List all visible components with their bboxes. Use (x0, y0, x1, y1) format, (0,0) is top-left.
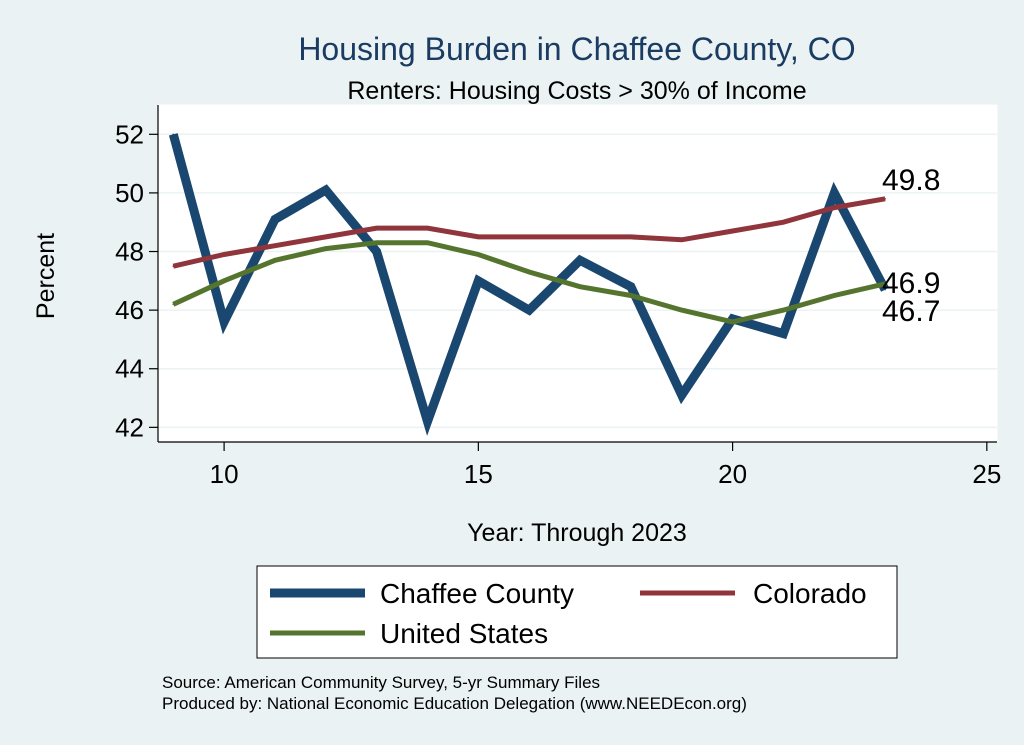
y-tick-label: 48 (115, 237, 144, 267)
end-label-colorado: 49.8 (882, 164, 940, 197)
data-point-chaffee-county (375, 250, 378, 253)
data-point-united-states (731, 321, 734, 323)
data-point-colorado (833, 206, 836, 209)
grid-lines (158, 133, 997, 429)
series (168, 133, 890, 436)
data-point-colorado (223, 253, 225, 256)
legend-label-united-states: United States (380, 618, 548, 649)
data-point-chaffee-county (477, 280, 480, 282)
data-point-chaffee-county (680, 394, 683, 396)
data-point-united-states (172, 303, 175, 306)
data-point-united-states (274, 259, 276, 262)
y-tick-label: 50 (115, 178, 144, 208)
data-point-united-states (680, 309, 683, 311)
data-point-chaffee-county (325, 189, 327, 191)
chart-subtitle: Renters: Housing Costs > 30% of Income (347, 77, 806, 105)
data-point-chaffee-county (172, 133, 175, 136)
data-point-united-states (325, 247, 327, 250)
x-tick-label: 10 (210, 459, 239, 489)
source-note: Source: American Community Survey, 5-yr … (162, 673, 600, 692)
legend-box (256, 565, 898, 659)
plot-area (157, 104, 998, 443)
axes (157, 105, 997, 443)
data-point-colorado (731, 230, 734, 232)
end-label-chaffee: 46.7 (882, 295, 940, 328)
legend-label-chaffee: Chaffee County (380, 578, 574, 609)
legend-label-colorado: Colorado (753, 578, 867, 609)
data-point-colorado (884, 197, 886, 200)
data-point-colorado (782, 221, 785, 224)
end-label-united-states: 46.9 (882, 267, 940, 300)
y-tick-label: 44 (115, 354, 144, 384)
data-point-united-states (833, 294, 836, 297)
data-point-chaffee-county (274, 218, 276, 221)
x-axis-title: Year: Through 2023 (467, 519, 687, 547)
data-point-united-states (375, 241, 378, 244)
y-axis-title: Percent (32, 233, 60, 319)
data-point-colorado (630, 236, 632, 238)
chart-title: Housing Burden in Chaffee County, CO (298, 31, 855, 67)
data-point-colorado (528, 236, 530, 238)
data-point-chaffee-county (579, 259, 581, 262)
data-point-united-states (223, 280, 225, 282)
x-tick-label: 20 (718, 459, 747, 489)
data-point-united-states (426, 241, 429, 244)
data-point-colorado (579, 236, 581, 238)
y-tick-label: 52 (115, 119, 144, 149)
data-point-chaffee-county (884, 288, 886, 291)
data-point-colorado (680, 239, 683, 241)
data-point-colorado (477, 236, 480, 238)
data-point-united-states (477, 253, 480, 256)
data-point-united-states (579, 285, 581, 288)
legend: Chaffee County Colorado United States (256, 565, 898, 659)
data-point-colorado (325, 236, 327, 238)
data-point-chaffee-county (833, 192, 836, 194)
x-tick-label: 15 (464, 459, 493, 489)
data-point-united-states (782, 309, 785, 311)
data-point-chaffee-county (223, 321, 225, 323)
data-point-chaffee-county (782, 332, 785, 335)
y-tick-label: 42 (115, 412, 144, 442)
data-point-colorado (274, 244, 276, 247)
data-point-colorado (172, 265, 175, 267)
data-point-colorado (375, 227, 378, 229)
data-point-united-states (630, 294, 632, 297)
data-point-chaffee-county (630, 285, 632, 288)
data-point-colorado (426, 227, 429, 229)
x-tick-label: 25 (972, 459, 1001, 489)
data-point-united-states (528, 271, 530, 273)
ticks: 42 44 46 48 50 52 10 15 20 25 (115, 119, 1001, 489)
y-tick-label: 46 (115, 295, 144, 325)
produced-note: Produced by: National Economic Education… (162, 694, 747, 713)
data-point-united-states (884, 282, 886, 285)
data-point-chaffee-county (528, 309, 530, 311)
data-point-chaffee-county (426, 420, 429, 423)
